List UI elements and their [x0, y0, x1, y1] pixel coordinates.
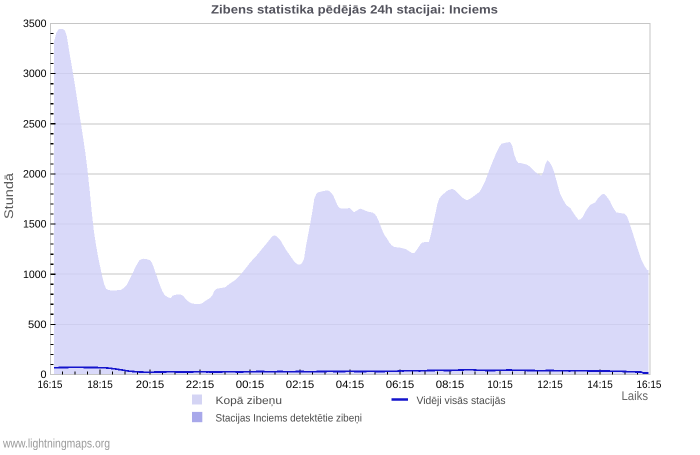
- svg-text:1500: 1500: [23, 219, 47, 231]
- svg-text:14:15: 14:15: [587, 379, 613, 391]
- svg-text:1000: 1000: [23, 269, 47, 281]
- svg-text:06:15: 06:15: [386, 379, 415, 391]
- svg-text:500: 500: [28, 319, 47, 331]
- svg-text:Zibens statistika pēdējās 24h: Zibens statistika pēdējās 24h stacijai: …: [211, 2, 498, 16]
- svg-text:0: 0: [40, 369, 46, 381]
- svg-text:Laiks: Laiks: [622, 389, 649, 403]
- svg-text:3000: 3000: [23, 68, 47, 80]
- svg-text:www.lightningmaps.org: www.lightningmaps.org: [2, 436, 110, 450]
- svg-text:18:15: 18:15: [87, 379, 113, 391]
- svg-text:2000: 2000: [23, 169, 47, 181]
- svg-text:20:15: 20:15: [136, 379, 165, 391]
- svg-text:Kopā zibeņu: Kopā zibeņu: [216, 395, 283, 407]
- svg-text:02:15: 02:15: [286, 379, 315, 391]
- svg-text:00:15: 00:15: [236, 379, 265, 391]
- svg-text:16:15: 16:15: [637, 379, 662, 391]
- svg-text:22:15: 22:15: [186, 379, 215, 391]
- svg-text:12:15: 12:15: [537, 379, 563, 391]
- svg-text:2500: 2500: [23, 118, 47, 130]
- svg-text:08:15: 08:15: [436, 379, 465, 391]
- svg-text:Vidēji visās stacijās: Vidēji visās stacijās: [417, 395, 507, 407]
- svg-text:Stundā: Stundā: [2, 173, 16, 219]
- svg-text:16:15: 16:15: [38, 379, 63, 391]
- svg-text:10:15: 10:15: [487, 379, 513, 391]
- svg-text:Stacijas Inciems detektētie zi: Stacijas Inciems detektētie zibeņi: [216, 413, 363, 425]
- svg-text:3500: 3500: [23, 18, 47, 30]
- svg-text:04:15: 04:15: [336, 379, 365, 391]
